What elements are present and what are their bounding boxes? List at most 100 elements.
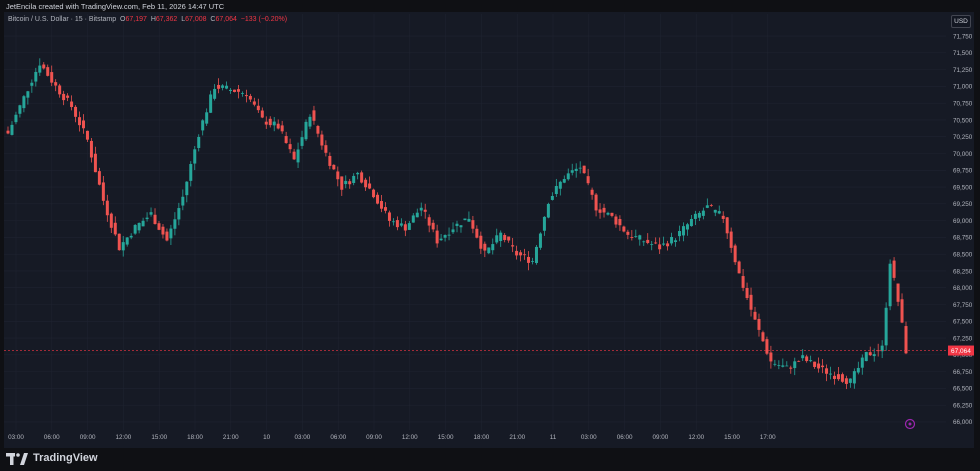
candle-body — [217, 84, 221, 89]
candle-body — [177, 208, 181, 220]
price-tick-label: 67,250 — [953, 335, 973, 342]
candle-body — [399, 223, 403, 226]
candle-body — [801, 355, 805, 359]
candle-body — [530, 261, 534, 262]
candle-body — [395, 220, 399, 228]
time-tick-label: 10 — [263, 434, 271, 441]
time-tick-label: 12:00 — [688, 434, 704, 441]
candle-body — [538, 233, 542, 248]
bottom-bar — [0, 448, 980, 471]
last-price-badge-bg — [948, 345, 974, 356]
candle-body — [638, 235, 642, 240]
candle-body — [145, 217, 149, 220]
time-tick-label: 18:00 — [187, 434, 203, 441]
candle-body — [658, 244, 662, 250]
candle-body — [320, 134, 324, 146]
high-value: 67,362 — [155, 16, 178, 23]
time-tick-label: 15:00 — [438, 434, 454, 441]
top-bar: JetEncila created with TradingView.com, … — [0, 0, 980, 12]
candle-body — [256, 105, 260, 111]
candle-body — [741, 276, 745, 288]
candle-body — [201, 120, 205, 131]
candle-body — [296, 149, 300, 163]
candle-body — [173, 219, 177, 229]
candle-body — [391, 221, 395, 223]
candle-body — [729, 231, 733, 248]
candle-body — [376, 194, 380, 204]
candle-body — [566, 173, 570, 180]
candle-body — [705, 205, 709, 208]
logo-text: TradingView — [33, 452, 98, 464]
candle-body — [809, 360, 813, 362]
candle-body — [387, 212, 391, 221]
candle-body — [161, 226, 165, 235]
candle-body — [622, 226, 626, 232]
candle-body — [689, 218, 693, 227]
candle-body — [26, 91, 30, 98]
candle-body — [844, 378, 848, 384]
price-tick-label: 70,750 — [953, 100, 973, 107]
candle-body — [896, 283, 900, 302]
candle-body — [733, 245, 737, 263]
candle-body — [308, 116, 312, 127]
tradingview-logo[interactable]: TradingView — [6, 452, 98, 465]
candle-body — [848, 378, 852, 383]
price-tick-label: 67,500 — [953, 319, 973, 326]
symbol-legend: Bitcoin / U.S. Dollar · 15 · Bitstamp O6… — [8, 16, 288, 23]
candle-body — [805, 356, 809, 362]
candle-body — [435, 230, 439, 244]
candle-body — [244, 95, 248, 97]
candle-body — [181, 196, 185, 206]
candle-body — [364, 179, 368, 188]
candle-body — [507, 236, 511, 241]
candle-body — [101, 182, 105, 201]
chart-area[interactable] — [4, 12, 974, 448]
candle-body — [618, 219, 622, 226]
candles — [6, 58, 908, 390]
candle-body — [582, 165, 586, 174]
time-tick-label: 06:00 — [617, 434, 633, 441]
candle-body — [574, 168, 578, 172]
candle-body — [491, 244, 495, 251]
candle-body — [153, 214, 157, 225]
candle-body — [797, 360, 801, 362]
candle-body — [606, 212, 610, 215]
candle-body — [348, 181, 352, 185]
time-tick-label: 12:00 — [402, 434, 418, 441]
time-tick-label: 18:00 — [474, 434, 490, 441]
candle-body — [70, 101, 74, 108]
candle-body — [165, 231, 169, 241]
low-value: 67,008 — [185, 16, 207, 23]
candle-body — [411, 215, 415, 223]
candle-body — [50, 72, 54, 83]
currency-button[interactable]: USD — [951, 15, 971, 28]
candle-body — [252, 101, 256, 105]
time-tick-label: 03:00 — [8, 434, 24, 441]
price-tick-label: 71,250 — [953, 67, 973, 74]
candle-body — [383, 207, 387, 211]
candle-body — [590, 189, 594, 195]
candle-body — [904, 326, 908, 354]
candle-body — [829, 373, 833, 375]
candle-body — [642, 241, 646, 243]
candle-body — [360, 172, 364, 183]
candle-body — [260, 110, 264, 118]
price-tick-label: 71,750 — [953, 33, 973, 40]
candle-body — [685, 224, 689, 230]
candle-body — [836, 374, 840, 380]
candle-body — [42, 64, 46, 69]
candle-body — [737, 261, 741, 274]
candle-body — [570, 170, 574, 173]
candle-body — [578, 167, 582, 169]
replay-icon — [904, 418, 916, 430]
candle-body — [769, 352, 773, 362]
candle-body — [113, 222, 117, 235]
candle-body — [368, 183, 372, 189]
candle-body — [62, 93, 66, 101]
candle-body — [129, 235, 133, 238]
candle-body — [316, 126, 320, 134]
candle-body — [54, 82, 58, 86]
candle-body — [832, 375, 836, 379]
candle-body — [495, 235, 499, 243]
